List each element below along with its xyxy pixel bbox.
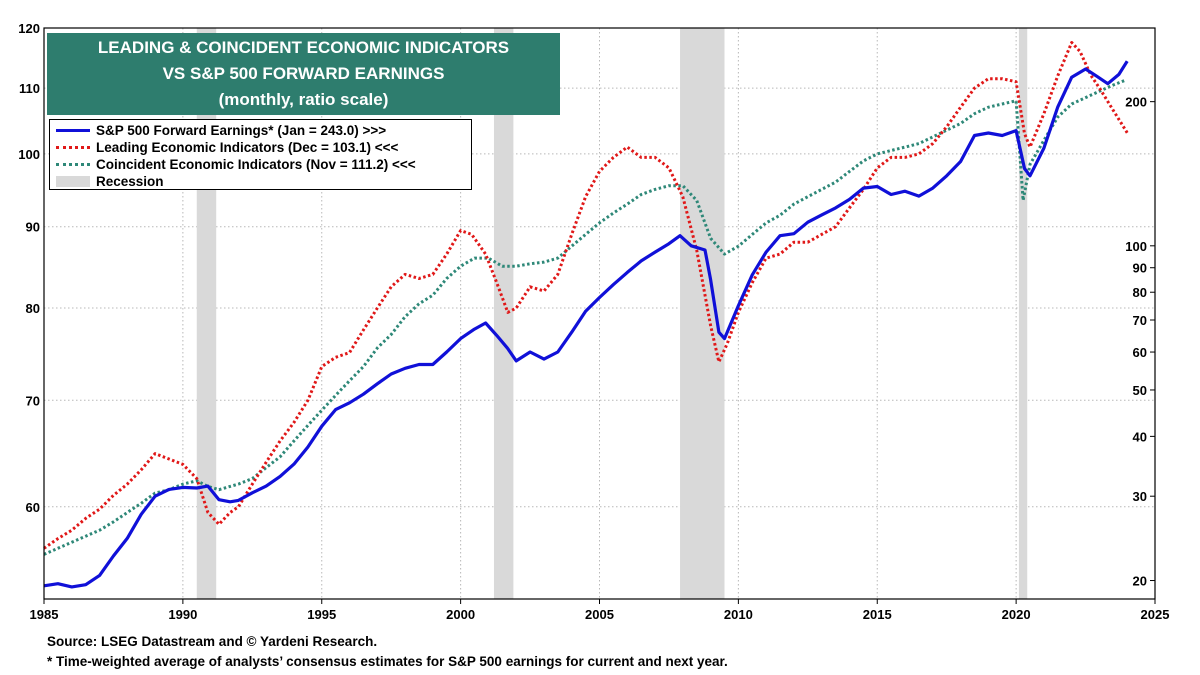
- left-tick-label: 100: [18, 147, 40, 162]
- left-tick-label: 80: [26, 301, 40, 316]
- legend-swatch-earnings: [56, 129, 90, 132]
- left-tick-label: 70: [26, 393, 40, 408]
- chart-title-line-3: (monthly, ratio scale): [218, 90, 389, 109]
- source-note: Source: LSEG Datastream and © Yardeni Re…: [47, 634, 378, 649]
- legend-label-coincident: Coincident Economic Indicators (Nov = 11…: [96, 157, 416, 172]
- right-tick-label: 30: [1133, 489, 1147, 504]
- legend-label-leading: Leading Economic Indicators (Dec = 103.1…: [96, 140, 399, 155]
- series-line-earnings: [43, 60, 1129, 589]
- recession-band: [680, 28, 725, 599]
- x-tick-label: 2005: [585, 607, 614, 622]
- chart-title-line-2: VS S&P 500 FORWARD EARNINGS: [162, 64, 445, 83]
- series-lines: [43, 41, 1129, 589]
- x-tick-label: 1985: [30, 607, 59, 622]
- left-tick-label: 120: [18, 21, 40, 36]
- left-tick-label: 90: [26, 220, 40, 235]
- recession-band: [493, 28, 514, 599]
- right-tick-label: 80: [1133, 285, 1147, 300]
- x-tick-label: 2010: [724, 607, 753, 622]
- chart-title-line-1: LEADING & COINCIDENT ECONOMIC INDICATORS: [97, 38, 510, 57]
- legend-swatch-coincident: [56, 163, 90, 166]
- left-tick-label: 60: [26, 500, 40, 515]
- recession-band: [1018, 28, 1028, 599]
- x-tick-label: 1995: [307, 607, 336, 622]
- right-tick-label: 200: [1125, 95, 1147, 110]
- right-tick-label: 90: [1133, 261, 1147, 276]
- legend-swatch-leading: [56, 146, 90, 149]
- x-tick-label: 1990: [168, 607, 197, 622]
- legend-label-recession: Recession: [96, 174, 164, 189]
- right-tick-label: 50: [1133, 383, 1147, 398]
- legend-swatch-recession: [56, 176, 90, 187]
- right-tick-label: 70: [1133, 313, 1147, 328]
- series-line-leading: [43, 41, 1129, 550]
- chart-title: LEADING & COINCIDENT ECONOMIC INDICATORS…: [47, 33, 560, 115]
- right-tick-label: 40: [1133, 429, 1147, 444]
- legend-label-earnings: S&P 500 Forward Earnings* (Jan = 243.0) …: [96, 123, 387, 138]
- left-tick-label: 110: [19, 81, 40, 96]
- legend: S&P 500 Forward Earnings* (Jan = 243.0) …: [49, 119, 472, 190]
- right-tick-label: 100: [1125, 239, 1147, 254]
- x-tick-label: 2020: [1002, 607, 1031, 622]
- footnote: * Time-weighted average of analysts’ con…: [47, 654, 728, 669]
- axis-ticks: 1985 1990 1995 2000 2005 2010 2015 2020 2025 60 70…: [18, 21, 1169, 622]
- right-tick-label: 20: [1133, 574, 1147, 589]
- right-tick-label: 60: [1133, 345, 1147, 360]
- x-tick-label: 2025: [1141, 607, 1170, 622]
- x-tick-label: 2015: [863, 607, 892, 622]
- x-tick-label: 2000: [446, 607, 475, 622]
